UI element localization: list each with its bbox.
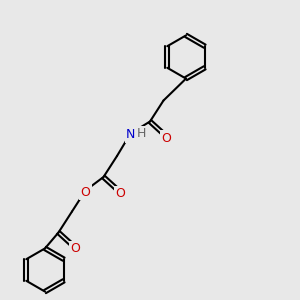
Text: O: O — [115, 187, 125, 200]
Text: O: O — [70, 242, 80, 256]
Text: N: N — [126, 128, 135, 142]
Text: H: H — [137, 127, 147, 140]
Text: O: O — [81, 185, 90, 199]
Text: O: O — [162, 131, 171, 145]
